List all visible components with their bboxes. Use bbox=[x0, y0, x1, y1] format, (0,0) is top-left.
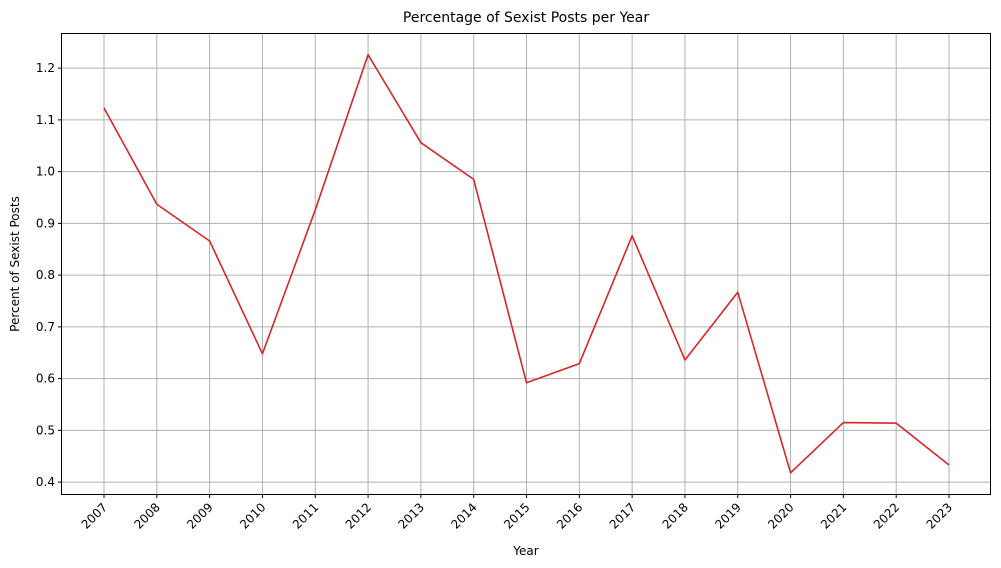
chart-title: Percentage of Sexist Posts per Year bbox=[403, 10, 649, 26]
x-axis-ticks: 2007 2008 2009 2010 2011 2012 2013 2014 2015 2016… bbox=[79, 494, 955, 532]
x-tick-label: 2015 bbox=[501, 500, 532, 531]
series-layer bbox=[103, 53, 950, 474]
x-tick-label: 2023 bbox=[924, 500, 955, 531]
grid bbox=[62, 34, 990, 494]
x-tick-label: 2017 bbox=[607, 500, 638, 531]
y-tick-label: 0.5 bbox=[36, 423, 55, 437]
x-tick-label: 2008 bbox=[131, 500, 162, 531]
y-tick-label: 1.2 bbox=[36, 61, 55, 75]
x-tick-label: 2016 bbox=[554, 500, 585, 531]
y-tick-label: 0.7 bbox=[36, 320, 55, 334]
x-tick-label: 2018 bbox=[660, 500, 691, 531]
x-axis-label: Year bbox=[512, 544, 538, 558]
x-tick-label: 2022 bbox=[871, 500, 902, 531]
y-tick-label: 1.1 bbox=[36, 113, 55, 127]
x-tick-label: 2011 bbox=[290, 500, 321, 531]
y-tick-label: 0.6 bbox=[36, 372, 55, 386]
x-tick-label: 2007 bbox=[79, 500, 110, 531]
x-tick-label: 2009 bbox=[184, 500, 215, 531]
y-tick-label: 0.9 bbox=[36, 216, 55, 230]
x-tick-label: 2019 bbox=[712, 500, 743, 531]
y-axis-label: Percent of Sexist Posts bbox=[8, 196, 22, 332]
x-tick-label: 2010 bbox=[237, 500, 268, 531]
y-tick-label: 0.4 bbox=[36, 475, 55, 489]
x-tick-label: 2014 bbox=[448, 500, 479, 531]
series-line bbox=[103, 53, 950, 474]
x-tick-label: 2013 bbox=[395, 500, 426, 531]
y-tick-label: 0.8 bbox=[36, 268, 55, 282]
x-tick-label: 2012 bbox=[343, 500, 374, 531]
y-axis-ticks: 0.4 0.5 0.6 0.7 0.8 0.9 1.0 1.1 1.2 bbox=[36, 61, 62, 489]
x-tick-label: 2020 bbox=[765, 500, 796, 531]
y-tick-label: 1.0 bbox=[36, 165, 55, 179]
x-tick-label: 2021 bbox=[818, 500, 849, 531]
